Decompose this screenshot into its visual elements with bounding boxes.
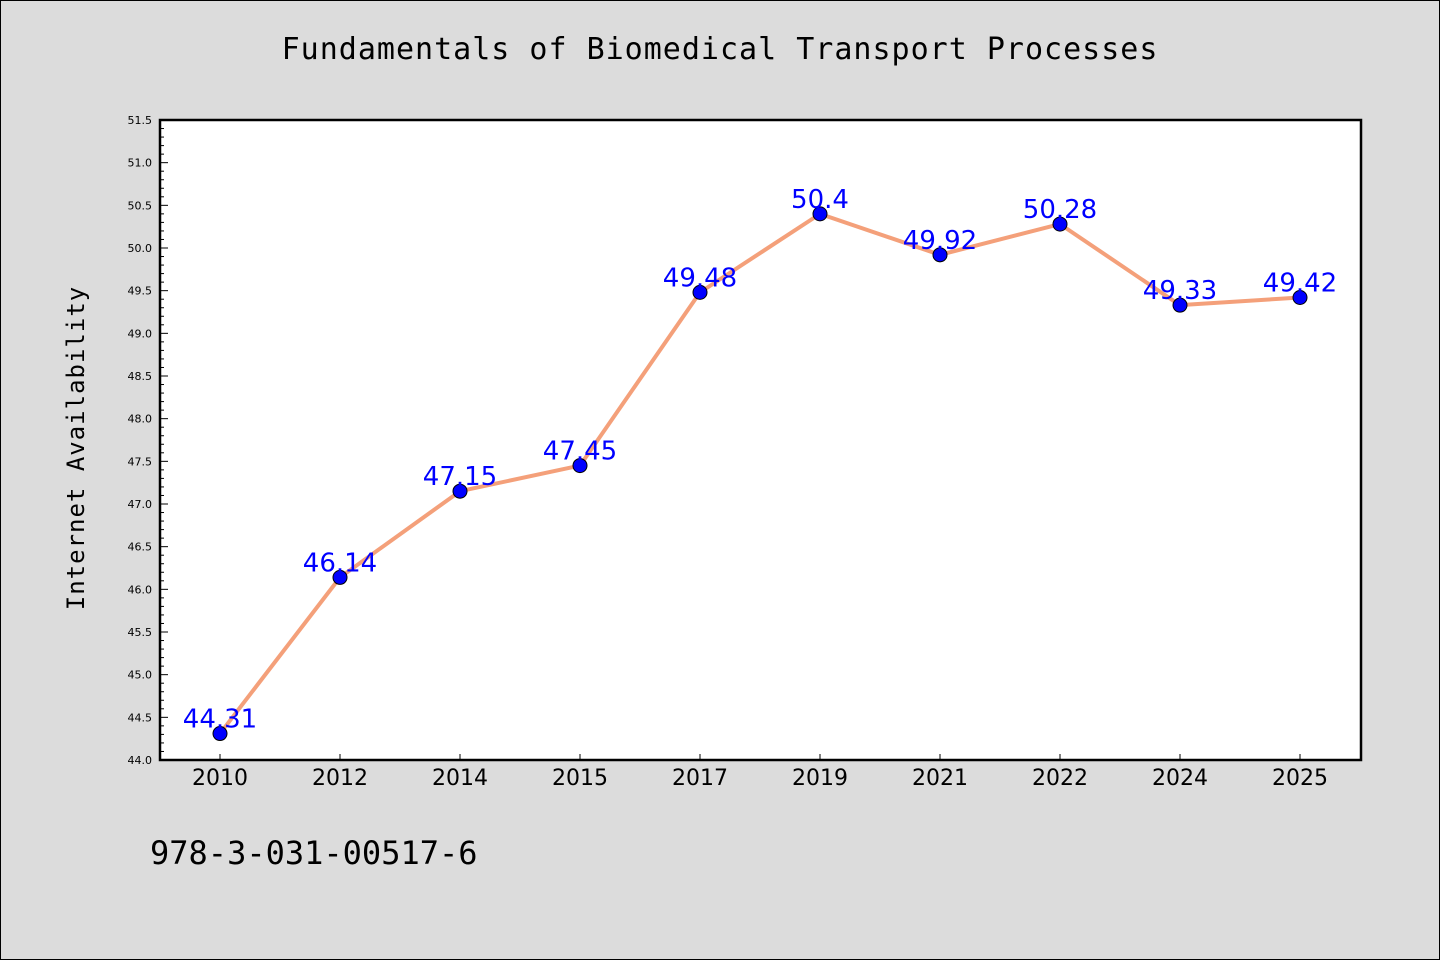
data-point [1292,289,1308,305]
data-point [932,247,948,263]
y-tick-label: 47.5 [128,455,153,468]
x-tick-label: 2012 [312,766,368,791]
x-tick-label: 2017 [672,766,728,791]
y-tick-label: 49.0 [128,327,153,340]
y-tick-label: 46.5 [128,541,153,554]
data-label: 47.45 [543,437,617,467]
x-tick-label: 2022 [1032,766,1088,791]
x-tick-label: 2015 [552,766,608,791]
y-tick-label: 44.5 [128,711,153,724]
data-point [332,569,348,585]
y-tick-label: 47.0 [128,498,153,511]
y-tick-label: 48.5 [128,370,153,383]
x-tick-label: 2024 [1152,766,1208,791]
y-tick-label: 48.0 [128,413,153,426]
data-label: 47.15 [423,462,497,492]
data-point [812,206,828,222]
plot-area [158,118,1363,762]
data-label: 50.28 [1023,195,1097,225]
data-point [572,458,588,474]
y-tick-label: 51.5 [128,114,153,127]
y-tick-label: 45.5 [128,626,153,639]
data-label: 49.33 [1143,276,1217,306]
data-label: 49.48 [663,263,737,293]
y-tick-label: 46.0 [128,583,153,596]
data-point [692,284,708,300]
series-line [218,211,1302,736]
data-label: 49.92 [903,226,977,256]
data-label: 44.31 [183,705,257,735]
chart-title: Fundamentals of Biomedical Transport Pro… [281,32,1159,67]
x-tick-label: 2014 [432,766,488,791]
y-tick-label: 49.5 [128,285,153,298]
x-tick-label: 2021 [912,766,968,791]
isbn-text: 978-3-031-00517-6 [150,834,478,872]
data-label: 49.42 [1263,268,1337,298]
y-tick-label: 50.0 [128,242,153,255]
y-tick-label: 50.5 [128,199,153,212]
data-label: 50.4 [791,185,849,215]
data-point [212,726,228,742]
y-tick-label: 45.0 [128,669,153,682]
data-label: 46.14 [303,548,377,578]
x-tick-label: 2019 [792,766,848,791]
y-tick-label: 44.0 [128,754,153,767]
data-point [1172,297,1188,313]
x-tick-label: 2010 [192,766,248,791]
data-point [1052,216,1068,232]
y-tick-label: 51.0 [128,157,153,170]
data-point [452,483,468,499]
x-tick-label: 2025 [1272,766,1328,791]
